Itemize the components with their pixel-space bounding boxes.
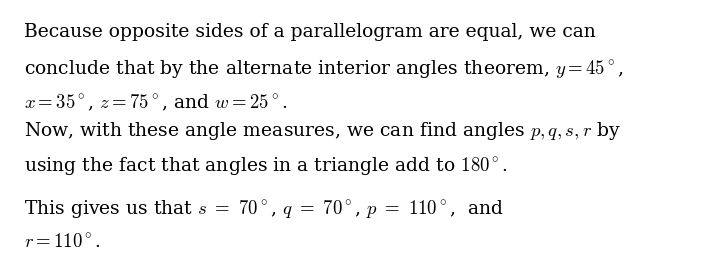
Text: This gives us that $s \ = \ 70^\circ$, $q \ = \ 70^\circ$, $p \ = \ 110^\circ$, : This gives us that $s \ = \ 70^\circ$, $… bbox=[24, 198, 504, 220]
Text: $x = 35^\circ$, $z = 75^\circ$, and $w = 25^\circ$.: $x = 35^\circ$, $z = 75^\circ$, and $w =… bbox=[24, 93, 287, 113]
Text: $r = 110^\circ$.: $r = 110^\circ$. bbox=[24, 234, 101, 251]
Text: Now, with these angle measures, we can find angles $p, q, s, r$ by: Now, with these angle measures, we can f… bbox=[24, 120, 621, 142]
Text: using the fact that angles in a triangle add to $180^\circ$.: using the fact that angles in a triangle… bbox=[24, 155, 508, 177]
Text: conclude that by the alternate interior angles theorem, $y = 45^\circ$,: conclude that by the alternate interior … bbox=[24, 58, 624, 80]
Text: Because opposite sides of a parallelogram are equal, we can: Because opposite sides of a parallelogra… bbox=[24, 23, 595, 41]
